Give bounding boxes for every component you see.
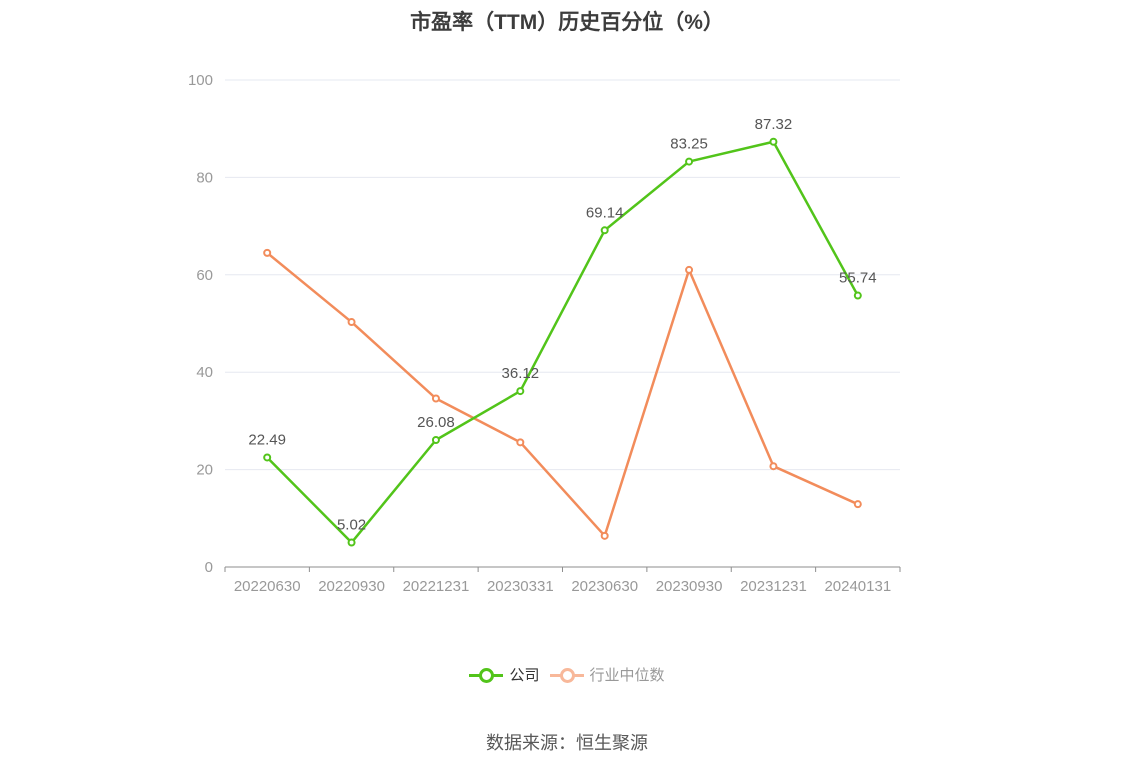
series-line-company bbox=[266, 140, 859, 544]
data-label: 69.14 bbox=[586, 204, 624, 221]
data-label: 87.32 bbox=[755, 116, 793, 133]
y-tick-label: 0 bbox=[205, 559, 213, 576]
data-point-company bbox=[769, 137, 778, 146]
data-point-industry bbox=[263, 248, 272, 257]
y-tick-label: 20 bbox=[196, 462, 213, 479]
y-axis: 0 20 40 60 80 100 bbox=[188, 72, 213, 576]
x-tick-label: 20221231 bbox=[403, 578, 470, 595]
x-tick-label: 20230630 bbox=[571, 578, 638, 595]
data-point-company bbox=[431, 435, 440, 444]
y-tick-label: 40 bbox=[196, 364, 213, 381]
legend-company-marker bbox=[469, 667, 504, 683]
data-labels: 22.49 5.02 26.08 36.12 69.14 83.25 87.32 55.74 bbox=[248, 116, 876, 534]
data-point-industry bbox=[347, 318, 356, 327]
grid-lines bbox=[225, 79, 900, 471]
data-point-company bbox=[685, 157, 694, 166]
data-point-industry bbox=[600, 531, 609, 540]
legend: 公司 行业中位数 bbox=[0, 664, 1134, 685]
y-tick-label: 100 bbox=[188, 72, 213, 89]
x-tick-label: 20220630 bbox=[234, 578, 301, 595]
y-tick-label: 60 bbox=[196, 267, 213, 284]
data-point-company bbox=[263, 453, 272, 462]
x-tick-label: 20230930 bbox=[656, 578, 723, 595]
data-label: 22.49 bbox=[248, 431, 286, 448]
data-point-company bbox=[853, 291, 862, 300]
data-label: 5.02 bbox=[337, 517, 366, 534]
legend-company-label: 公司 bbox=[509, 667, 540, 684]
x-tick-label: 20220930 bbox=[318, 578, 385, 595]
data-point-company bbox=[600, 226, 609, 235]
data-point-industry bbox=[431, 394, 440, 403]
x-tick-label: 20240131 bbox=[824, 578, 891, 595]
legend-item-industry[interactable]: 行业中位数 bbox=[549, 664, 665, 685]
data-source: 数据来源：恒生聚源 bbox=[486, 733, 648, 753]
data-point-company bbox=[516, 387, 525, 396]
x-axis: 20220630 20220930 20221231 20230331 20230630… bbox=[224, 566, 901, 595]
data-point-industry bbox=[516, 438, 525, 447]
data-point-industry bbox=[685, 265, 694, 274]
x-tick-label: 20230331 bbox=[487, 578, 554, 595]
chart-title: 市盈率（TTM）历史百分位（%） bbox=[410, 11, 724, 34]
data-label: 55.74 bbox=[839, 270, 877, 287]
data-point-industry bbox=[853, 500, 862, 509]
y-tick-label: 80 bbox=[196, 169, 213, 186]
series-line-industry bbox=[266, 251, 859, 538]
data-point-company bbox=[347, 538, 356, 547]
data-point-industry bbox=[769, 462, 778, 471]
data-label: 36.12 bbox=[502, 365, 540, 382]
data-label: 26.08 bbox=[417, 414, 455, 431]
series-group bbox=[263, 137, 862, 547]
legend-item-company[interactable]: 公司 bbox=[469, 664, 540, 685]
legend-industry-label: 行业中位数 bbox=[589, 667, 665, 684]
x-tick-label: 20231231 bbox=[740, 578, 807, 595]
legend-industry-marker bbox=[549, 667, 584, 683]
data-label: 83.25 bbox=[670, 136, 708, 153]
